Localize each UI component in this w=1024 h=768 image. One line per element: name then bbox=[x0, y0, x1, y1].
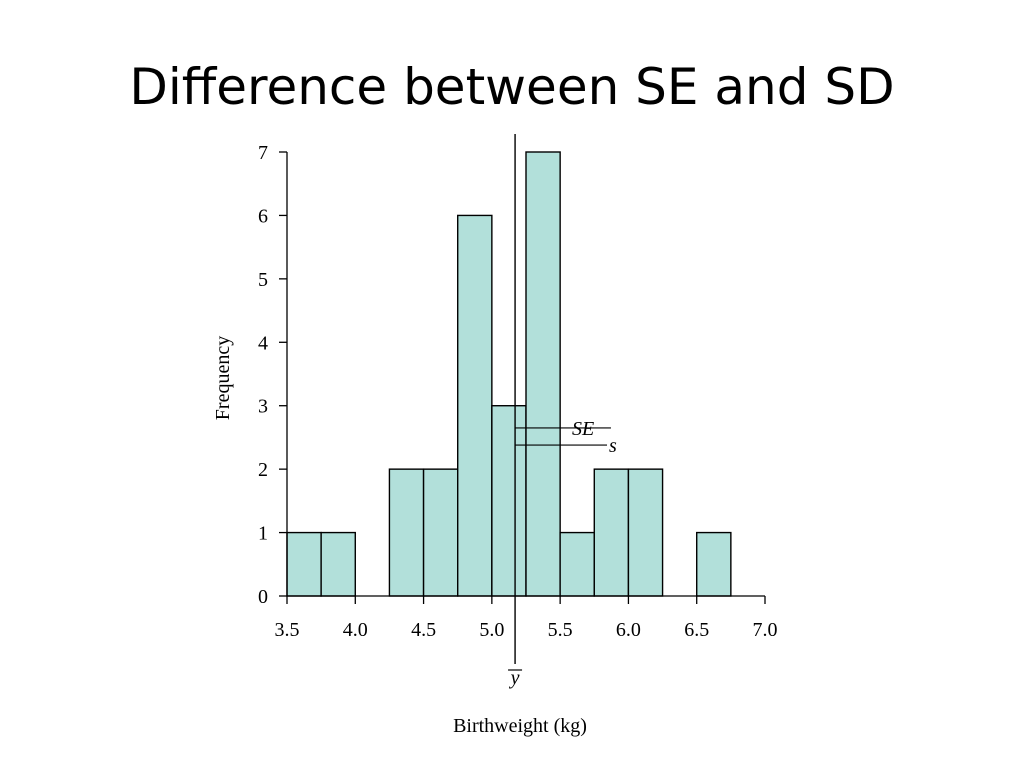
histogram-bar bbox=[388, 468, 425, 597]
y-axis-label: Frequency bbox=[212, 336, 234, 420]
y-tick-label: 7 bbox=[258, 142, 268, 164]
histogram-bar bbox=[559, 531, 595, 597]
annotations-group: SE s y bbox=[508, 134, 617, 689]
histogram-bar bbox=[286, 531, 322, 597]
x-tick-label: 6.0 bbox=[616, 619, 641, 641]
y-tick-label: 4 bbox=[258, 332, 268, 354]
x-tick-label: 3.5 bbox=[275, 619, 300, 641]
x-tick-label: 4.0 bbox=[343, 619, 368, 641]
y-ticks-group: 0 1 2 3 4 5 6 7 bbox=[258, 142, 287, 608]
x-axis-label: Birthweight (kg) bbox=[453, 715, 587, 737]
y-tick-label: 1 bbox=[258, 523, 268, 545]
se-label: SE bbox=[572, 418, 594, 440]
x-tick-label: 6.5 bbox=[684, 619, 709, 641]
x-tick-label: 4.5 bbox=[411, 619, 436, 641]
y-tick-label: 6 bbox=[258, 205, 268, 227]
histogram-bar bbox=[491, 405, 527, 597]
histogram-bar bbox=[422, 468, 459, 597]
y-tick-label: 5 bbox=[258, 269, 268, 291]
x-tick-label: 7.0 bbox=[753, 619, 778, 641]
y-tick-label: 2 bbox=[258, 459, 268, 481]
page-title: Difference between SE and SD bbox=[129, 58, 895, 116]
histogram-bar bbox=[457, 214, 493, 597]
mean-label: y bbox=[509, 667, 520, 689]
histogram-bar bbox=[320, 531, 356, 597]
y-tick-label: 3 bbox=[258, 396, 268, 418]
sd-label: s bbox=[609, 435, 617, 457]
x-tick-label: 5.0 bbox=[479, 619, 504, 641]
histogram-bar bbox=[525, 151, 561, 597]
histogram-bar bbox=[593, 468, 630, 597]
x-tick-label: 5.5 bbox=[548, 619, 573, 641]
bars-group bbox=[286, 151, 732, 597]
axes-group bbox=[286, 152, 765, 597]
y-tick-label: 0 bbox=[258, 586, 268, 608]
histogram-bar bbox=[627, 468, 664, 597]
x-ticks-group: 3.5 4.0 4.5 5.0 5.5 6.0 6.5 7.0 bbox=[275, 596, 778, 641]
histogram-bar bbox=[696, 531, 732, 597]
